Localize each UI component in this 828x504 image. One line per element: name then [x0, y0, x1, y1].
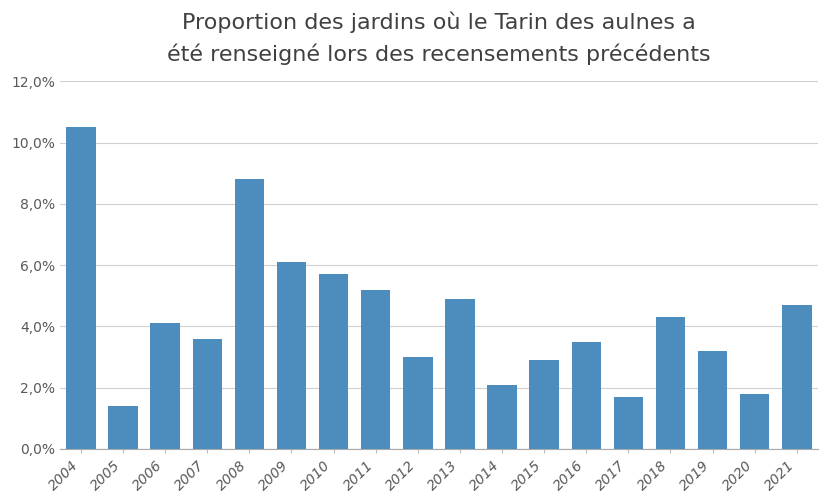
Bar — [445, 299, 474, 449]
Bar — [739, 394, 768, 449]
Bar — [529, 360, 558, 449]
Bar — [613, 397, 643, 449]
Bar — [150, 324, 180, 449]
Bar — [570, 342, 600, 449]
Bar — [697, 351, 726, 449]
Bar — [402, 357, 432, 449]
Bar — [781, 305, 811, 449]
Bar — [487, 385, 516, 449]
Bar — [108, 406, 137, 449]
Bar — [655, 317, 685, 449]
Bar — [319, 274, 348, 449]
Bar — [360, 290, 390, 449]
Bar — [66, 128, 95, 449]
Bar — [192, 339, 222, 449]
Bar — [277, 262, 306, 449]
Title: Proportion des jardins où le Tarin des aulnes a
été renseigné lors des recenseme: Proportion des jardins où le Tarin des a… — [167, 11, 710, 65]
Bar — [234, 179, 264, 449]
